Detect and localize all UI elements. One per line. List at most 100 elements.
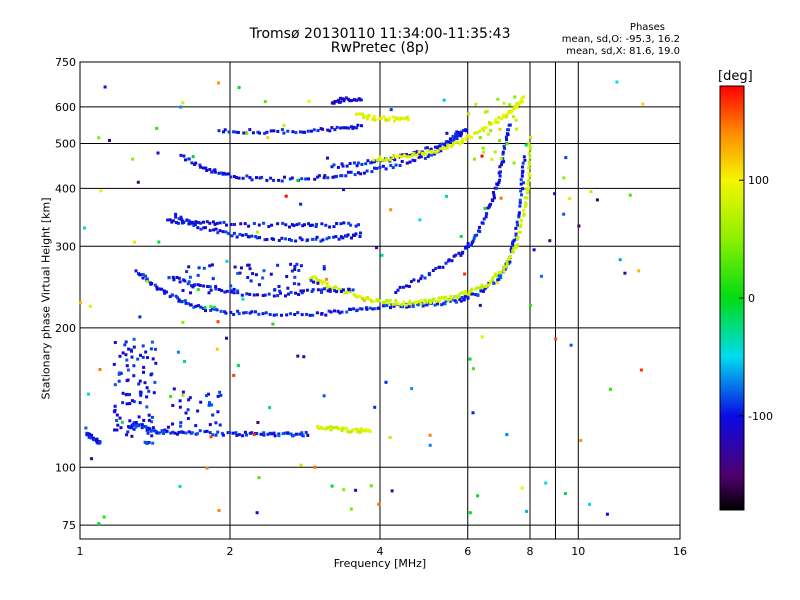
- trace-point: [332, 163, 336, 167]
- trace-point: [339, 288, 343, 291]
- trace-point: [371, 299, 375, 303]
- trace-point: [216, 394, 220, 398]
- trace-point: [528, 155, 532, 159]
- phases-heading: Phases: [629, 22, 665, 33]
- trace-point: [219, 393, 223, 397]
- trace-point: [418, 152, 422, 156]
- trace-point: [306, 238, 310, 242]
- trace-point: [130, 355, 134, 359]
- trace-point: [373, 166, 376, 170]
- trace-point: [221, 230, 225, 234]
- trace-point: [281, 221, 285, 225]
- trace-point: [131, 157, 135, 161]
- trace-point: [168, 218, 172, 222]
- trace-point: [352, 307, 356, 311]
- trace-point: [489, 281, 493, 284]
- trace-point: [217, 81, 221, 85]
- trace-point: [424, 152, 428, 156]
- trace-point: [527, 166, 531, 170]
- trace-point: [393, 158, 397, 162]
- trace-point: [503, 146, 506, 150]
- trace-point: [441, 296, 445, 300]
- trace-point: [181, 289, 185, 292]
- trace-point: [170, 293, 174, 297]
- trace-point: [464, 289, 468, 293]
- trace-point: [464, 245, 468, 249]
- trace-point: [196, 288, 200, 292]
- trace-point: [505, 142, 509, 146]
- trace-point: [137, 382, 141, 386]
- trace-point: [204, 226, 207, 230]
- trace-point: [517, 103, 521, 107]
- trace-point: [420, 299, 424, 303]
- trace-point: [241, 233, 245, 237]
- trace-point: [333, 289, 337, 293]
- trace-point: [162, 432, 165, 435]
- trace-point: [498, 178, 502, 182]
- trace-point: [464, 292, 468, 296]
- trace-point: [169, 431, 173, 435]
- trace-point: [503, 267, 507, 271]
- trace-point: [322, 267, 326, 271]
- y-tick-label: 600: [55, 101, 76, 114]
- trace-point: [347, 288, 351, 292]
- trace-point: [118, 416, 122, 420]
- trace-point: [471, 411, 475, 415]
- trace-point: [518, 101, 522, 105]
- trace-point: [196, 283, 200, 287]
- trace-point: [408, 155, 412, 159]
- trace-point: [225, 223, 228, 227]
- trace-point: [236, 131, 240, 134]
- trace-point: [186, 282, 190, 286]
- trace-point: [197, 221, 201, 225]
- trace-point: [464, 138, 468, 142]
- colorbar-tick-label: -100: [748, 410, 773, 423]
- trace-point: [446, 143, 450, 147]
- trace-point: [85, 431, 89, 435]
- trace-point: [187, 280, 191, 284]
- trace-point: [554, 337, 558, 341]
- trace-point: [295, 262, 299, 266]
- trace-point: [216, 410, 220, 414]
- trace-point: [257, 223, 261, 227]
- trace-point: [434, 299, 438, 303]
- trace-point: [343, 126, 347, 130]
- trace-point: [146, 356, 149, 360]
- trace-point: [353, 173, 357, 177]
- trace-point: [325, 237, 329, 241]
- trace-point: [208, 401, 211, 405]
- trace-point: [223, 290, 227, 294]
- trace-point: [288, 238, 291, 241]
- trace-point: [362, 171, 366, 175]
- trace-point: [312, 128, 316, 132]
- trace-point: [252, 222, 256, 225]
- trace-point: [487, 283, 491, 287]
- trace-point: [320, 222, 324, 226]
- trace-point: [562, 212, 566, 216]
- trace-point: [250, 431, 254, 435]
- trace-point: [79, 301, 82, 305]
- trace-point: [215, 308, 219, 312]
- trace-point: [527, 171, 531, 175]
- trace-point: [338, 427, 342, 431]
- trace-point: [265, 178, 269, 182]
- trace-point: [499, 170, 502, 174]
- trace-point: [256, 421, 260, 424]
- trace-point: [198, 429, 202, 433]
- trace-point: [357, 427, 361, 431]
- trace-point: [115, 428, 119, 432]
- trace-point: [339, 96, 342, 100]
- trace-point: [319, 239, 323, 243]
- trace-point: [524, 143, 528, 147]
- trace-point: [222, 130, 225, 134]
- trace-point: [342, 488, 346, 492]
- trace-point: [290, 176, 294, 180]
- trace-point: [524, 201, 528, 205]
- trace-point: [333, 100, 337, 103]
- trace-point: [417, 150, 421, 154]
- trace-point: [341, 426, 345, 430]
- trace-point: [232, 291, 236, 295]
- trace-point: [307, 100, 311, 103]
- trace-point: [360, 124, 363, 128]
- trace-point: [365, 169, 369, 173]
